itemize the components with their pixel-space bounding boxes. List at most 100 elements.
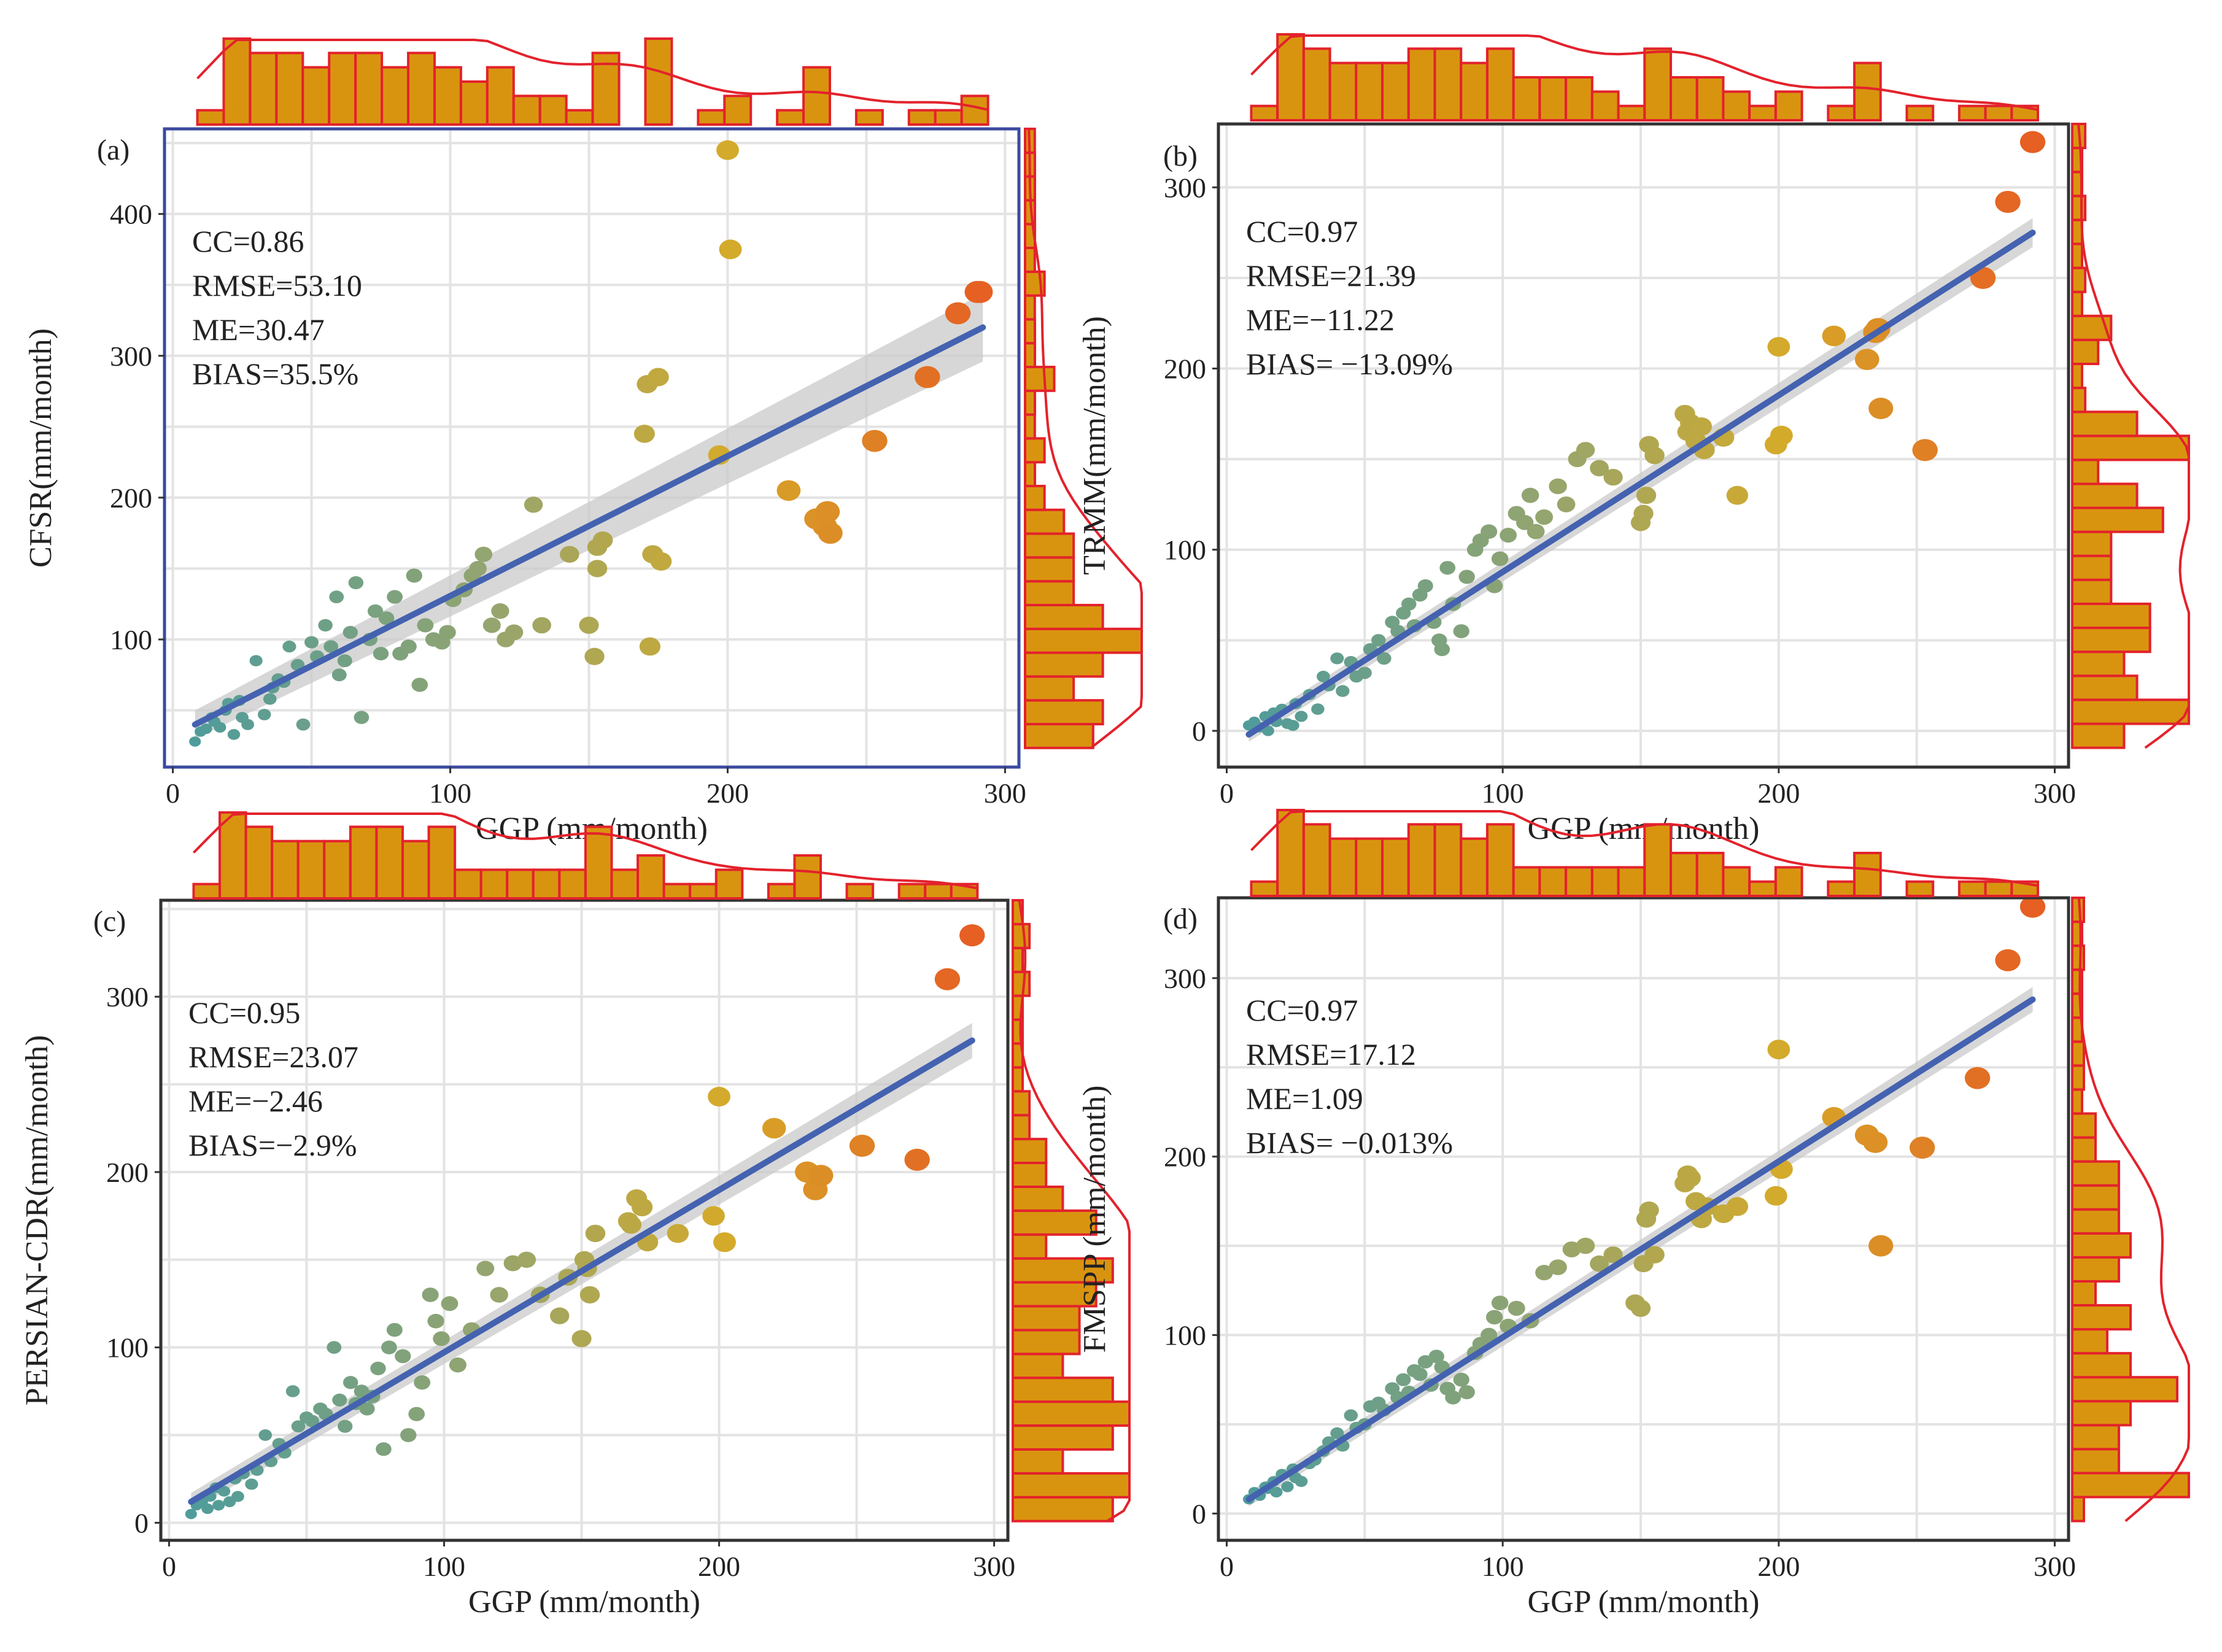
histogram-bar: [532, 868, 561, 900]
data-point: [776, 480, 801, 501]
data-point: [329, 590, 344, 604]
data-point: [373, 647, 389, 661]
histogram-bar: [1012, 1138, 1048, 1165]
data-point: [490, 1287, 508, 1303]
stat-line: ME=−11.22: [1246, 303, 1395, 337]
histogram-bar: [2071, 1304, 2132, 1331]
histogram-bar: [2071, 1040, 2085, 1067]
stat-line: ME=−2.46: [188, 1084, 323, 1118]
histogram-bar: [1590, 866, 1620, 898]
data-point: [304, 1415, 320, 1427]
x-axis-label: GGP (mm/month): [468, 1584, 700, 1619]
data-point: [1854, 349, 1879, 371]
data-point: [1680, 1168, 1701, 1187]
data-point: [400, 1428, 417, 1443]
histogram-bar: [1565, 866, 1593, 898]
histogram-bar: [565, 109, 594, 126]
histogram-bar: [1748, 880, 1777, 897]
histogram-bar: [459, 80, 489, 126]
data-point: [532, 617, 551, 634]
data-point: [201, 1503, 214, 1515]
y-tick-label: 200: [1164, 1141, 1206, 1173]
data-point: [1767, 1040, 1790, 1060]
data-point: [1644, 1246, 1665, 1264]
data-point: [318, 619, 333, 632]
histogram-bar: [1012, 1353, 1064, 1380]
x-tick-label: 100: [429, 778, 471, 809]
data-point: [762, 1117, 786, 1139]
histogram-bar: [407, 52, 436, 126]
histogram-bar: [2071, 1448, 2120, 1475]
panel-label: (a): [97, 134, 130, 166]
data-point: [904, 1148, 930, 1171]
data-point: [1344, 1409, 1358, 1422]
data-point: [323, 640, 338, 653]
histogram-bar: [1024, 556, 1075, 583]
x-tick-label: 0: [162, 1551, 176, 1582]
histogram-bar: [1024, 366, 1056, 392]
data-point: [1690, 417, 1713, 436]
data-point: [395, 1349, 411, 1364]
stat-line: CC=0.97: [1246, 214, 1358, 249]
histogram-bar: [271, 840, 300, 900]
data-point: [387, 590, 403, 604]
histogram-bar: [1328, 837, 1358, 897]
plot-frame: [159, 898, 1010, 1542]
data-point: [808, 1165, 834, 1187]
data-point: [370, 1361, 386, 1376]
histogram-bar: [1643, 823, 1672, 898]
x-tick-label: 200: [1757, 778, 1800, 809]
data-point: [934, 968, 961, 990]
histogram-bar: [1722, 866, 1751, 898]
histogram-bar: [2071, 674, 2139, 701]
histogram-bar: [1024, 508, 1066, 535]
y-tick-label: 400: [110, 199, 152, 230]
data-point: [217, 1486, 231, 1497]
stat-line: BIAS= −13.09%: [1246, 347, 1453, 381]
histogram-bar: [2071, 411, 2139, 438]
data-point: [1491, 1295, 1509, 1311]
data-point: [585, 1224, 606, 1243]
data-point: [1295, 1475, 1308, 1488]
data-point: [296, 718, 311, 731]
y-tick-label: 100: [1164, 535, 1206, 566]
histogram-bar: [2071, 1160, 2120, 1187]
density-curve: [1250, 810, 2038, 887]
data-point: [411, 677, 428, 692]
histogram-bar: [2071, 698, 2190, 725]
data-point: [200, 724, 212, 735]
points: [1242, 131, 2046, 736]
data-point: [406, 568, 422, 583]
y-tick-label: 100: [110, 624, 152, 655]
histogram-bar: [222, 37, 252, 126]
stat-line: ME=1.09: [1246, 1081, 1363, 1116]
data-point: [1590, 460, 1609, 477]
data-point: [258, 1429, 273, 1441]
data-point: [1995, 949, 2021, 971]
histogram-bar: [1012, 1090, 1031, 1117]
panel-d: 0 100 200 300 0 100 200 300 GGP (mm/month) FMSPP …: [1077, 809, 2190, 1619]
panel-label: (c): [93, 905, 126, 938]
histogram-bar: [2071, 578, 2113, 605]
data-point: [849, 1135, 875, 1157]
histogram-bar: [1012, 1376, 1114, 1403]
data-point: [476, 1260, 495, 1276]
histogram-bar: [1012, 1472, 1131, 1499]
histogram-bar: [776, 109, 805, 126]
data-point: [1527, 523, 1545, 539]
data-point: [386, 1322, 403, 1337]
histogram-bar: [1695, 852, 1725, 897]
data-point: [1521, 487, 1539, 503]
y-axis-label: CFSR(mm/month): [23, 328, 58, 568]
data-point: [263, 693, 277, 705]
data-point: [245, 1478, 258, 1490]
data-point: [343, 1376, 358, 1389]
y-tick-label: 0: [1192, 716, 1206, 747]
data-point: [648, 368, 669, 387]
stat-line: RMSE=53.10: [192, 268, 362, 303]
data-point: [185, 1508, 197, 1519]
histogram-bar: [1748, 104, 1777, 122]
histogram-bar: [558, 868, 587, 900]
histogram-bar: [1407, 823, 1436, 898]
histogram-bar: [1617, 866, 1646, 898]
